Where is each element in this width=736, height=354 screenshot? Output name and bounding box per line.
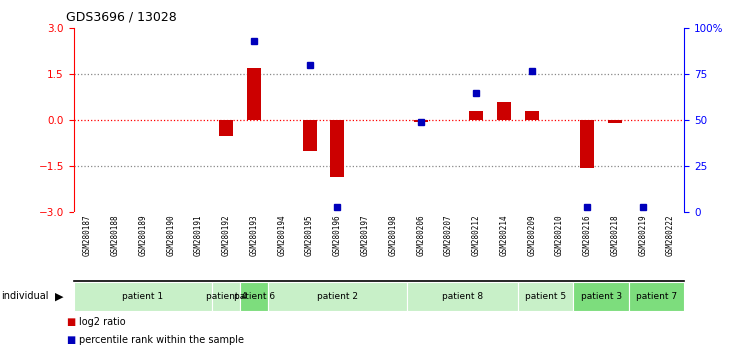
Text: log2 ratio: log2 ratio (79, 317, 126, 327)
Bar (573, 282, 629, 311)
Bar (240, 282, 268, 311)
Bar (608, 120, 622, 124)
Text: GSM280212: GSM280212 (472, 215, 481, 256)
Bar (470, 111, 483, 120)
Text: GDS3696 / 13028: GDS3696 / 13028 (66, 11, 177, 24)
Text: patient 1: patient 1 (122, 292, 163, 301)
Text: GSM280214: GSM280214 (500, 215, 509, 256)
Text: GSM280198: GSM280198 (389, 215, 397, 256)
Text: GSM280216: GSM280216 (583, 215, 592, 256)
Bar (74, 282, 213, 311)
Text: GSM280195: GSM280195 (305, 215, 314, 256)
Text: ▶: ▶ (55, 291, 64, 302)
Bar (525, 111, 539, 120)
Text: percentile rank within the sample: percentile rank within the sample (79, 335, 244, 345)
Text: patient 4: patient 4 (206, 292, 247, 301)
Text: GSM280192: GSM280192 (222, 215, 231, 256)
Text: patient 6: patient 6 (233, 292, 275, 301)
Text: GSM280187: GSM280187 (83, 215, 92, 256)
Bar (407, 282, 518, 311)
Text: GSM280191: GSM280191 (194, 215, 203, 256)
Bar (247, 68, 261, 120)
Bar (330, 120, 344, 177)
Text: GSM280197: GSM280197 (361, 215, 369, 256)
Text: GSM280209: GSM280209 (527, 215, 537, 256)
Bar (219, 120, 233, 136)
Text: GSM280210: GSM280210 (555, 215, 564, 256)
Bar (414, 120, 428, 122)
Text: GSM280219: GSM280219 (638, 215, 648, 256)
Text: patient 2: patient 2 (317, 292, 358, 301)
Bar (518, 282, 573, 311)
Bar (268, 282, 407, 311)
Text: GSM280222: GSM280222 (666, 215, 675, 256)
Text: ■: ■ (66, 335, 76, 345)
Text: patient 3: patient 3 (581, 292, 622, 301)
Text: GSM280194: GSM280194 (277, 215, 286, 256)
Text: GSM280193: GSM280193 (250, 215, 258, 256)
Text: GSM280190: GSM280190 (166, 215, 175, 256)
Text: GSM280189: GSM280189 (138, 215, 147, 256)
Bar (497, 102, 511, 120)
Text: GSM280196: GSM280196 (333, 215, 342, 256)
Text: patient 5: patient 5 (525, 292, 566, 301)
Text: GSM280188: GSM280188 (110, 215, 120, 256)
Text: patient 7: patient 7 (636, 292, 677, 301)
Text: GSM280206: GSM280206 (416, 215, 425, 256)
Text: GSM280218: GSM280218 (611, 215, 620, 256)
Bar (302, 120, 316, 151)
Bar (629, 282, 684, 311)
Text: GSM280207: GSM280207 (444, 215, 453, 256)
Text: individual: individual (1, 291, 49, 302)
Text: patient 8: patient 8 (442, 292, 483, 301)
Text: ■: ■ (66, 317, 76, 327)
Bar (213, 282, 240, 311)
Bar (581, 120, 594, 168)
